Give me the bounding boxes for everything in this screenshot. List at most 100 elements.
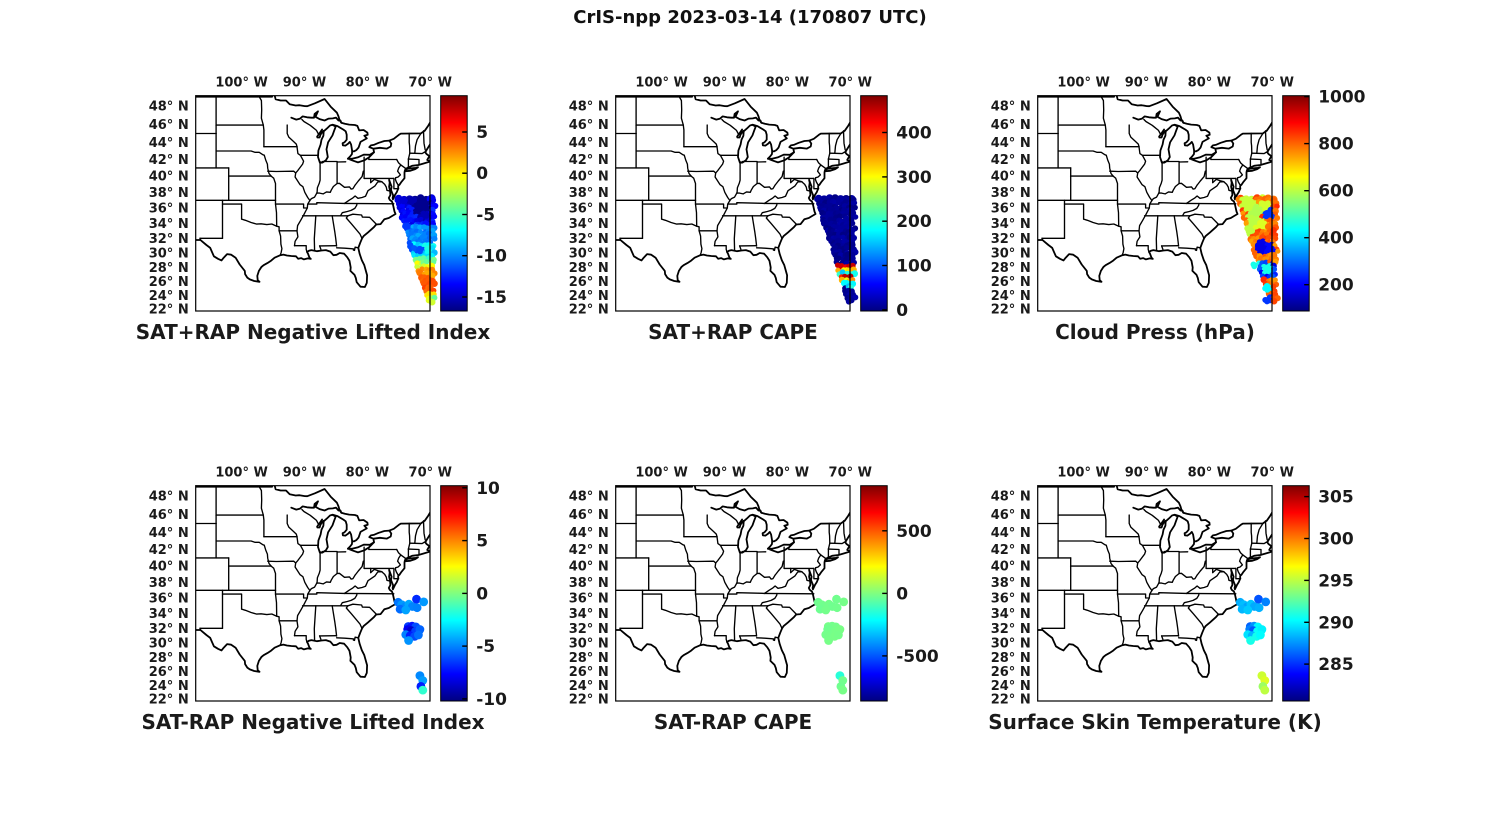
map-outline bbox=[698, 620, 703, 646]
colorbar-tick-label: 285 bbox=[1318, 655, 1354, 675]
map-outline bbox=[1235, 567, 1242, 580]
map-outline bbox=[751, 123, 774, 160]
map-outline bbox=[706, 124, 718, 148]
map-outline bbox=[1187, 215, 1205, 239]
map-outline bbox=[1057, 150, 1107, 156]
data-dots bbox=[813, 594, 849, 695]
map-outline bbox=[1155, 215, 1159, 252]
map-outline bbox=[313, 605, 317, 642]
map-outline bbox=[1264, 130, 1268, 151]
map-outline bbox=[1132, 500, 1185, 514]
map-outline bbox=[687, 170, 717, 174]
map-outline bbox=[258, 96, 265, 148]
lat-tick-label: 32° N bbox=[569, 622, 609, 637]
lon-tick-label: 100° W bbox=[635, 466, 688, 481]
map-outline bbox=[619, 237, 622, 241]
lat-tick-label: 38° N bbox=[991, 186, 1031, 201]
map-outline bbox=[195, 485, 343, 514]
figure-title: CrIS-npp 2023-03-14 (170807 UTC) bbox=[573, 7, 927, 28]
lon-tick-label: 90° W bbox=[1125, 466, 1168, 481]
map-outline bbox=[1100, 486, 1107, 538]
colorbar-tick-label: 305 bbox=[1318, 488, 1354, 508]
map-outline bbox=[694, 593, 728, 599]
map-outline bbox=[842, 520, 846, 541]
map-outline bbox=[1173, 215, 1180, 247]
map-outline bbox=[1173, 123, 1196, 160]
map-outline bbox=[274, 203, 308, 209]
data-dot bbox=[839, 597, 849, 607]
data-dots bbox=[394, 194, 439, 306]
data-dot bbox=[1246, 636, 1255, 645]
lat-tick-label: 42° N bbox=[991, 543, 1031, 558]
map-outline bbox=[221, 593, 243, 610]
map-outline bbox=[404, 556, 419, 563]
lon-tick-label: 70° W bbox=[829, 466, 872, 481]
lon-tick-label: 90° W bbox=[283, 76, 326, 91]
colorbar-tick-label: 0 bbox=[476, 164, 488, 184]
map-outline bbox=[368, 529, 393, 544]
map-outline bbox=[1256, 151, 1268, 155]
lat-tick-label: 42° N bbox=[149, 543, 189, 558]
data-dot bbox=[412, 594, 421, 604]
map-outline bbox=[1100, 96, 1107, 148]
map-outline bbox=[759, 592, 778, 607]
data-dot bbox=[1250, 261, 1257, 268]
map-outline bbox=[388, 121, 430, 142]
map-outline bbox=[736, 560, 785, 585]
map-outline bbox=[1242, 164, 1249, 169]
lat-tick-label: 40° N bbox=[569, 170, 609, 185]
map-outline bbox=[1236, 548, 1244, 576]
map-outline bbox=[1264, 520, 1268, 541]
colorbar-tick-label: -10 bbox=[476, 247, 507, 267]
data-dots bbox=[1235, 594, 1271, 695]
map-outline bbox=[1250, 132, 1253, 154]
map-outline bbox=[733, 215, 737, 252]
lat-tick-label: 24° N bbox=[991, 679, 1031, 694]
map-outline bbox=[1250, 522, 1253, 544]
data-dot bbox=[415, 200, 422, 207]
colorbar-tick-label: 500 bbox=[896, 522, 932, 542]
lat-tick-label: 42° N bbox=[569, 153, 609, 168]
lat-tick-label: 46° N bbox=[569, 118, 609, 133]
lat-tick-label: 38° N bbox=[569, 576, 609, 591]
map-outline bbox=[339, 592, 358, 607]
map-outline bbox=[394, 158, 402, 186]
map-outline bbox=[641, 593, 663, 610]
map-outline bbox=[267, 170, 297, 174]
colorbar-tick-label: 300 bbox=[1318, 530, 1354, 550]
map-panel: 100° W 90° W 80° W 70° W 48° N 46° N 44° N 42° … bbox=[149, 466, 507, 710]
map-outline bbox=[790, 178, 803, 184]
map-outline bbox=[1212, 178, 1225, 184]
map-outline bbox=[1041, 237, 1044, 241]
map-outline bbox=[1242, 554, 1249, 559]
us-basemap bbox=[615, 485, 851, 678]
lat-tick-label: 40° N bbox=[991, 170, 1031, 185]
map-outline bbox=[414, 522, 422, 544]
map-outline bbox=[738, 245, 742, 251]
lat-tick-label: 44° N bbox=[991, 526, 1031, 541]
map-outline bbox=[765, 215, 783, 239]
map-outline bbox=[713, 589, 731, 637]
data-dots bbox=[1235, 194, 1281, 305]
map-outline bbox=[1149, 202, 1188, 205]
map-outline bbox=[195, 143, 430, 288]
data-dot bbox=[821, 605, 831, 615]
map-outline bbox=[1109, 170, 1139, 174]
data-dot bbox=[1261, 597, 1271, 607]
map-outline bbox=[394, 548, 402, 576]
data-dot bbox=[1256, 630, 1265, 640]
lat-tick-label: 28° N bbox=[149, 261, 189, 276]
map-outline bbox=[767, 603, 798, 616]
colorbar-tick-label: 295 bbox=[1318, 571, 1354, 591]
panel-title-sat-plus-rap-cape: SAT+RAP CAPE bbox=[648, 320, 818, 344]
map-outline bbox=[710, 110, 763, 124]
data-dot bbox=[1257, 255, 1264, 262]
map-outline bbox=[407, 548, 420, 556]
colorbar-tick-label: 1000 bbox=[1318, 88, 1365, 108]
lon-tick-label: 80° W bbox=[1188, 76, 1231, 91]
map-outline bbox=[790, 568, 803, 574]
lat-tick-label: 42° N bbox=[991, 153, 1031, 168]
map-outline bbox=[195, 533, 430, 678]
map-outline bbox=[1189, 213, 1220, 226]
map-outline bbox=[1230, 511, 1272, 532]
